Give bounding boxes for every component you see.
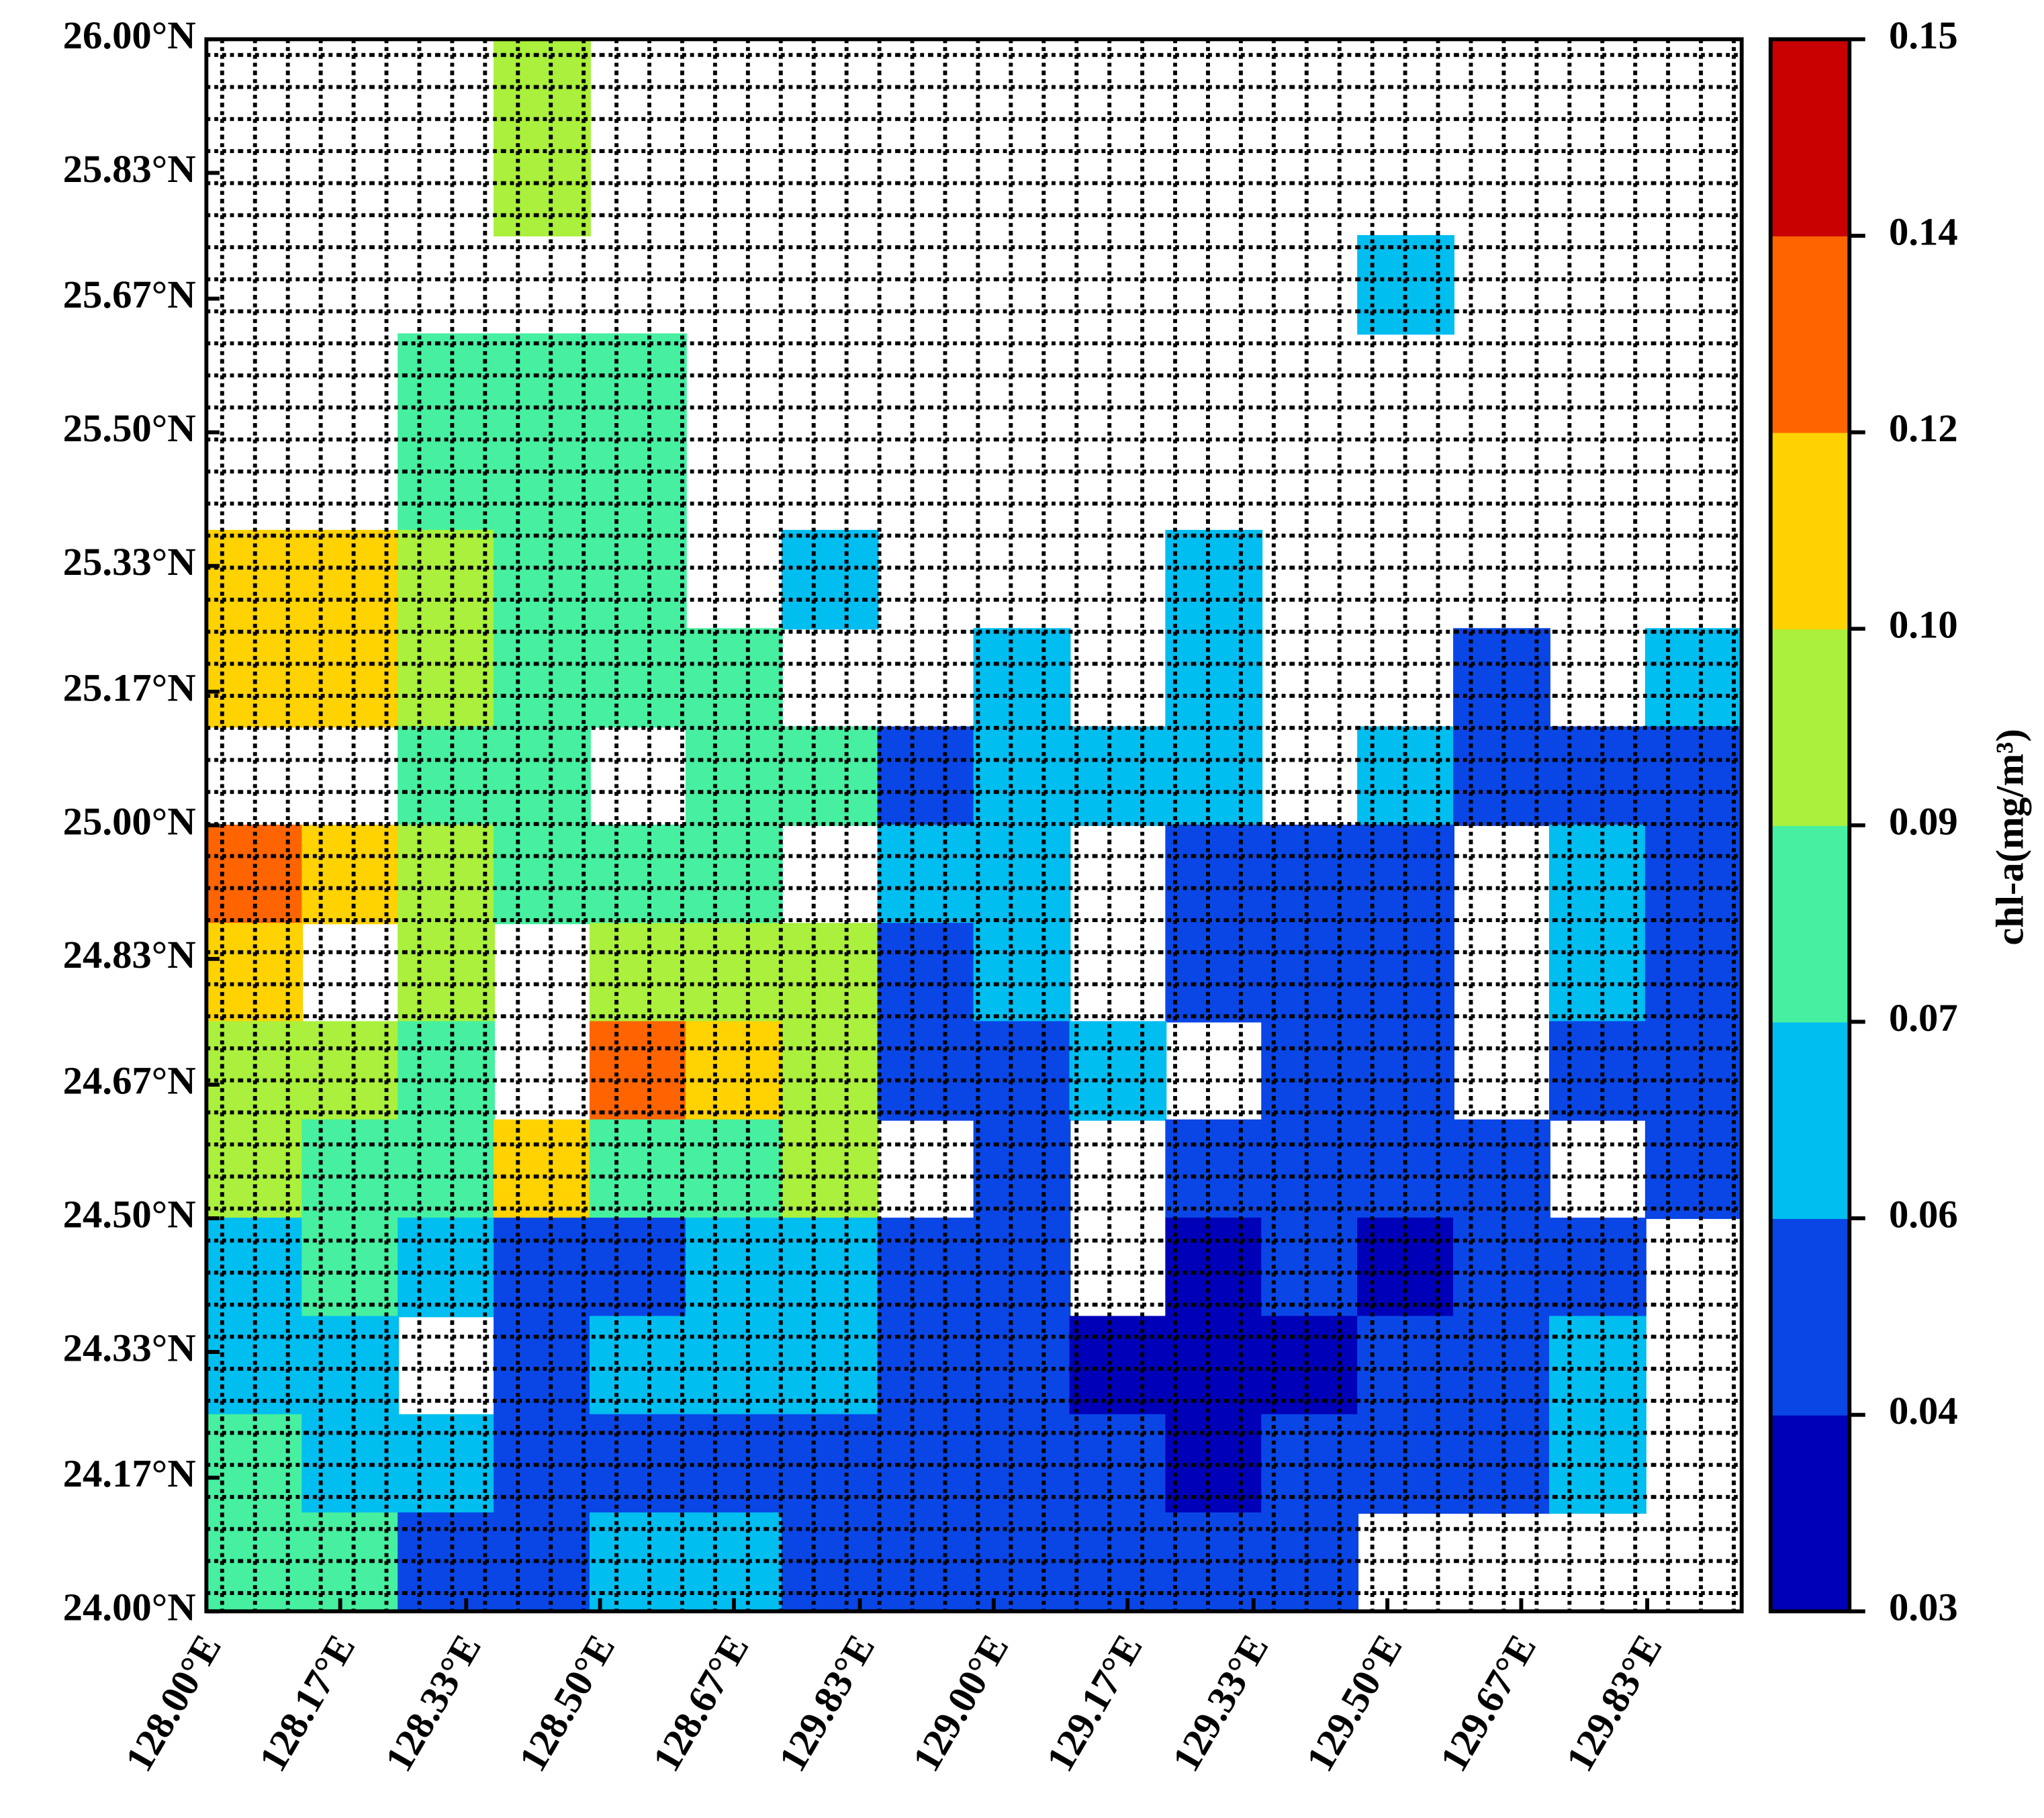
colorbar-band (1770, 236, 1850, 433)
colorbar-tick-label: 0.07 (1889, 996, 1958, 1040)
y-tick-label: 24.83°N (63, 933, 196, 976)
colorbar-label: chl-a(mg/m³) (1988, 729, 2031, 945)
x-tick-label: 129.83°E (1557, 1627, 1670, 1778)
y-tick-label: 24.17°N (63, 1452, 196, 1496)
y-tick-label: 24.50°N (63, 1193, 196, 1236)
colorbar-tick-label: 0.10 (1889, 603, 1958, 647)
x-tick-label: 129.67°E (1432, 1627, 1544, 1778)
colorbar-band (1770, 825, 1850, 1023)
y-tick-label: 26.00°N (63, 13, 196, 57)
y-tick-label: 25.50°N (63, 406, 196, 450)
y-tick-label: 25.83°N (63, 147, 196, 191)
x-tick-label: 128.00°E (117, 1627, 230, 1778)
colorbar-band (1770, 1414, 1850, 1612)
x-tick-label: 128.67°E (644, 1627, 757, 1778)
x-tick-label: 129.33°E (1164, 1627, 1276, 1778)
colorbar-band (1770, 1218, 1850, 1416)
colorbar-tick-label: 0.06 (1889, 1193, 1958, 1236)
x-tick-label: 128.50°E (510, 1627, 623, 1778)
y-tick-label: 25.67°N (63, 273, 196, 316)
y-tick-label: 25.33°N (63, 540, 196, 584)
y-tick-label: 24.33°N (63, 1326, 196, 1370)
y-tick-label: 25.17°N (63, 666, 196, 709)
colorbar-band (1770, 1021, 1850, 1220)
x-tick-label: 128.33°E (376, 1627, 489, 1778)
colorbar-tick-label: 0.14 (1889, 210, 1958, 254)
colorbar-tick-label: 0.12 (1889, 406, 1958, 450)
colorbar-band (1770, 432, 1850, 630)
colorbar-band (1770, 629, 1850, 826)
y-tick-label: 24.67°N (63, 1059, 196, 1103)
colorbar-tick-label: 0.03 (1889, 1586, 1958, 1629)
x-tick-label: 129.00°E (904, 1627, 1017, 1778)
colorbar: 0.03 0.04 0.06 0.07 0.09 0.10 0.12 0.14 0.15 (1768, 13, 1958, 1629)
y-tick-label: 24.00°N (63, 1586, 196, 1629)
x-tick-label: 128.17°E (250, 1627, 363, 1778)
y-tick-label: 25.00°N (63, 799, 196, 843)
colorbar-band (1770, 39, 1850, 237)
colorbar-tick-label: 0.09 (1889, 799, 1958, 843)
colorbar-tick-label: 0.04 (1889, 1389, 1958, 1433)
x-tick-label: 129.17°E (1037, 1627, 1150, 1778)
dotted-grid (206, 39, 1742, 1612)
x-tick-label: 129.50°E (1297, 1627, 1410, 1778)
x-tick-label: 129.83°E (770, 1627, 883, 1778)
colorbar-tick-label: 0.15 (1889, 13, 1958, 57)
